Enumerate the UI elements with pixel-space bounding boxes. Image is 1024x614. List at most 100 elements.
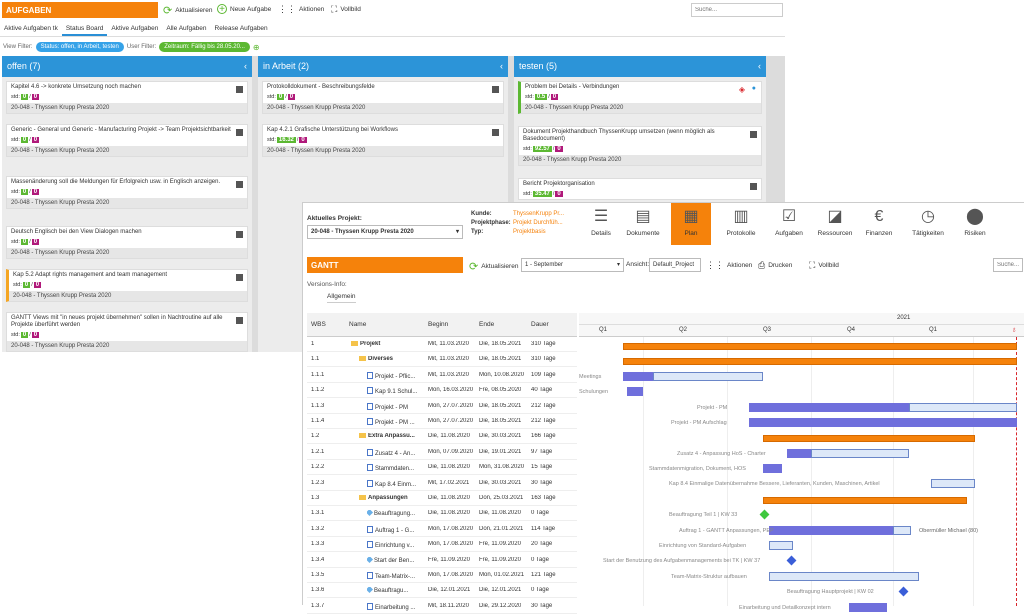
collapse-icon[interactable]: ‹	[500, 61, 503, 71]
task-card[interactable]: Bericht Projektorganisation std: 35.47/0	[518, 178, 762, 200]
project-select[interactable]: 20-048 - Thyssen Krupp Presta 2020 ▾	[307, 225, 463, 239]
table-row[interactable]: 1.3.4 Start der Ben... Fre, 11.09.2020 Fre,…	[307, 553, 577, 568]
task-bar[interactable]	[769, 541, 793, 550]
milestone-diamond[interactable]	[759, 509, 770, 520]
view-select[interactable]: Default_Project	[649, 258, 701, 272]
task-bar[interactable]	[769, 526, 893, 535]
summary-bar[interactable]	[763, 497, 967, 504]
task-bar[interactable]	[749, 403, 909, 412]
task-card[interactable]: Generic - General und Generic - Manufact…	[6, 124, 248, 157]
gantt-refresh-button[interactable]: ⟳ Aktualisieren	[469, 261, 519, 273]
table-row[interactable]: 1.3.6 Beauftragu... Die, 12.01.2021 Die, 12…	[307, 583, 577, 599]
ribbon-activities[interactable]: ◷ Tätigkeiten	[912, 208, 944, 237]
tasks-search-input[interactable]	[691, 3, 783, 17]
milestone-diamond[interactable]	[898, 586, 909, 597]
view-filter-pill[interactable]: Status: offen, in Arbeit, testen	[35, 42, 124, 52]
tab-general[interactable]: Allgemein	[327, 293, 356, 303]
tab-release-tasks[interactable]: Release Aufgaben	[214, 25, 268, 32]
task-card[interactable]: Kapitel 4.6 -> konkrete Umsetzung noch m…	[6, 81, 248, 114]
table-row[interactable]: 1.2 Extra Anpassu... Die, 11.08.2020 Die, 3…	[307, 429, 577, 445]
quarter-label: Q1	[599, 327, 608, 333]
tab-active-tasks[interactable]: Aktive Aufgaben	[111, 25, 159, 32]
task-bar[interactable]	[769, 572, 919, 581]
actions-button[interactable]: ⋮⋮ Aktionen	[278, 4, 325, 14]
milestone-diamond[interactable]	[786, 555, 797, 566]
plus-icon: +	[217, 4, 227, 15]
table-row[interactable]: 1.1.4 Projekt - PM ... Mon, 27.07.2020 Die,…	[307, 414, 577, 429]
tab-status-board[interactable]: Status Board	[61, 22, 108, 36]
table-row[interactable]: 1.3.7 Einarbeitung ... Mit, 18.11.2020 Die,…	[307, 599, 577, 614]
task-bar[interactable]	[849, 603, 887, 612]
task-card[interactable]: Kap 4.2.1 Grafische Unterstützung bei Wo…	[262, 124, 504, 157]
ribbon-protocols[interactable]: ▥ Protokolle	[726, 208, 756, 237]
table-row[interactable]: 1.3.3 Einrichtung v... Mon, 17.08.2020 Fre,…	[307, 537, 577, 553]
task-card[interactable]: Dokument Projekthandbuch ThyssenKrupp um…	[518, 126, 762, 166]
ribbon-documents[interactable]: ▤ Dokumente	[626, 208, 660, 237]
gantt-fullscreen-button[interactable]: ⛶ Vollbild	[809, 260, 839, 270]
table-row[interactable]: 1.1.3 Projekt - PM Mon, 27.07.2020 Die, 18.…	[307, 399, 577, 414]
protocol-icon: ▥	[733, 208, 749, 225]
table-row[interactable]: 1.1.1 Projekt - Pflic... Mit, 11.03.2020 Mo…	[307, 368, 577, 383]
date-filter-pill[interactable]: Zeitraum: Fällig bis 28.05.20...	[159, 42, 250, 52]
task-bar[interactable]	[653, 372, 763, 381]
collapse-icon[interactable]: ‹	[244, 61, 247, 71]
ribbon-risks[interactable]: ⬤ Risiken	[964, 208, 986, 237]
user-icon	[236, 86, 243, 93]
ribbon-plan[interactable]: ▦ Plan	[671, 203, 711, 245]
add-filter-icon[interactable]: ⊕	[252, 42, 260, 52]
task-bar[interactable]	[811, 449, 909, 458]
table-row[interactable]: 1.1 Diverses Mit, 11.03.2020 Die, 18.05.202…	[307, 352, 577, 368]
task-bar[interactable]	[623, 372, 653, 381]
task-bar[interactable]	[627, 387, 643, 396]
print-button[interactable]: ⎙ Drucken	[758, 260, 793, 270]
task-icon	[367, 464, 373, 472]
task-bar[interactable]	[931, 479, 975, 488]
task-card[interactable]: Problem bei Details - Verbindungen ◈ ● std:…	[518, 81, 762, 114]
gantt-search-input[interactable]	[993, 258, 1023, 272]
fullscreen-button[interactable]: ⛶ Vollbild	[331, 4, 361, 14]
task-bar[interactable]	[749, 418, 1017, 427]
task-bar[interactable]	[909, 403, 1017, 412]
person-icon: ●	[751, 85, 756, 92]
table-row[interactable]: 1.2.3 Kap 8.4 Einm... Mit, 17.02.2021 Die, …	[307, 476, 577, 491]
table-row[interactable]: 1.3.1 Beauftragung... Die, 11.08.2020 Die, …	[307, 506, 577, 522]
collapse-icon[interactable]: ‹	[758, 61, 761, 71]
table-row[interactable]: 1.1.2 Kap 9.1 Schul... Mon, 16.03.2020 Fre,…	[307, 383, 577, 399]
task-card[interactable]: Massenänderung soll die Meldungen für Er…	[6, 176, 248, 209]
duration-cell: 310 Tage	[531, 356, 556, 363]
table-row[interactable]: 1 Projekt Mit, 11.03.2020 Die, 18.05.2021 31…	[307, 337, 577, 352]
new-task-button[interactable]: + Neue Aufgabe	[217, 4, 271, 15]
ribbon-finances[interactable]: € Finanzen	[865, 208, 893, 237]
task-card[interactable]: Kap 5.2 Adapt rights management and team…	[6, 269, 248, 302]
task-bar[interactable]	[763, 464, 782, 473]
quarter-label: Q2	[679, 327, 688, 333]
table-row[interactable]: 1.2.1 Zusatz 4 - An... Mon, 07.09.2020 Die,…	[307, 445, 577, 460]
table-row[interactable]: 1.3.5 Team-Matrix-... Mon, 17.08.2020 Mon, …	[307, 568, 577, 583]
table-row[interactable]: 1.3 Anpassungen Die, 11.08.2020 Don, 25.03.…	[307, 491, 577, 506]
table-row[interactable]: 1.2.2 Stammdaten... Die, 11.08.2020 Mon, 31…	[307, 460, 577, 476]
name-cell: Einrichtung v...	[367, 541, 423, 549]
period-select[interactable]: 1 - September ▾	[521, 258, 624, 272]
table-row[interactable]: 1.3.2 Auftrag 1 - G... Mon, 17.08.2020 Don,…	[307, 522, 577, 537]
ribbon-tasks[interactable]: ☑ Aufgaben	[775, 208, 803, 237]
bar-label: Kap 8.4 Einmalige Datenübernahme Bessere…	[669, 481, 880, 487]
summary-bar[interactable]	[763, 435, 975, 442]
task-card[interactable]: GANTT Views mit "in neues projekt überne…	[6, 312, 248, 352]
timeline-quarter-row: Q1 Q2 Q3 Q4 Q1 ♁	[579, 325, 1024, 337]
summary-bar[interactable]	[623, 358, 1017, 365]
column-header: offen (7) ‹	[2, 56, 252, 77]
version-info-label: Versions-Info:	[307, 281, 347, 288]
name-cell: Extra Anpassu...	[359, 433, 423, 439]
tab-active-tk[interactable]: Aktive Aufgaben tk	[4, 25, 58, 32]
task-bar[interactable]	[787, 449, 811, 458]
refresh-button[interactable]: ⟳ Aktualisieren	[163, 5, 213, 17]
gantt-actions-button[interactable]: ⋮⋮ Aktionen	[706, 260, 753, 270]
ribbon-details[interactable]: ☰ Details	[591, 208, 611, 237]
summary-bar[interactable]	[623, 343, 1017, 350]
task-card[interactable]: Deutsch Englisch bei den View Dialogen m…	[6, 226, 248, 259]
tasks-toolbar: AUFGABEN ⟳ Aktualisieren + Neue Aufgabe …	[0, 0, 785, 20]
task-bar[interactable]	[893, 526, 911, 535]
task-card[interactable]: Protokolldokument - Beschreibungsfelde st…	[262, 81, 504, 114]
tab-all-tasks[interactable]: Alle Aufgaben	[166, 25, 207, 32]
ribbon-resources[interactable]: ◪ Ressourcen	[817, 208, 853, 237]
